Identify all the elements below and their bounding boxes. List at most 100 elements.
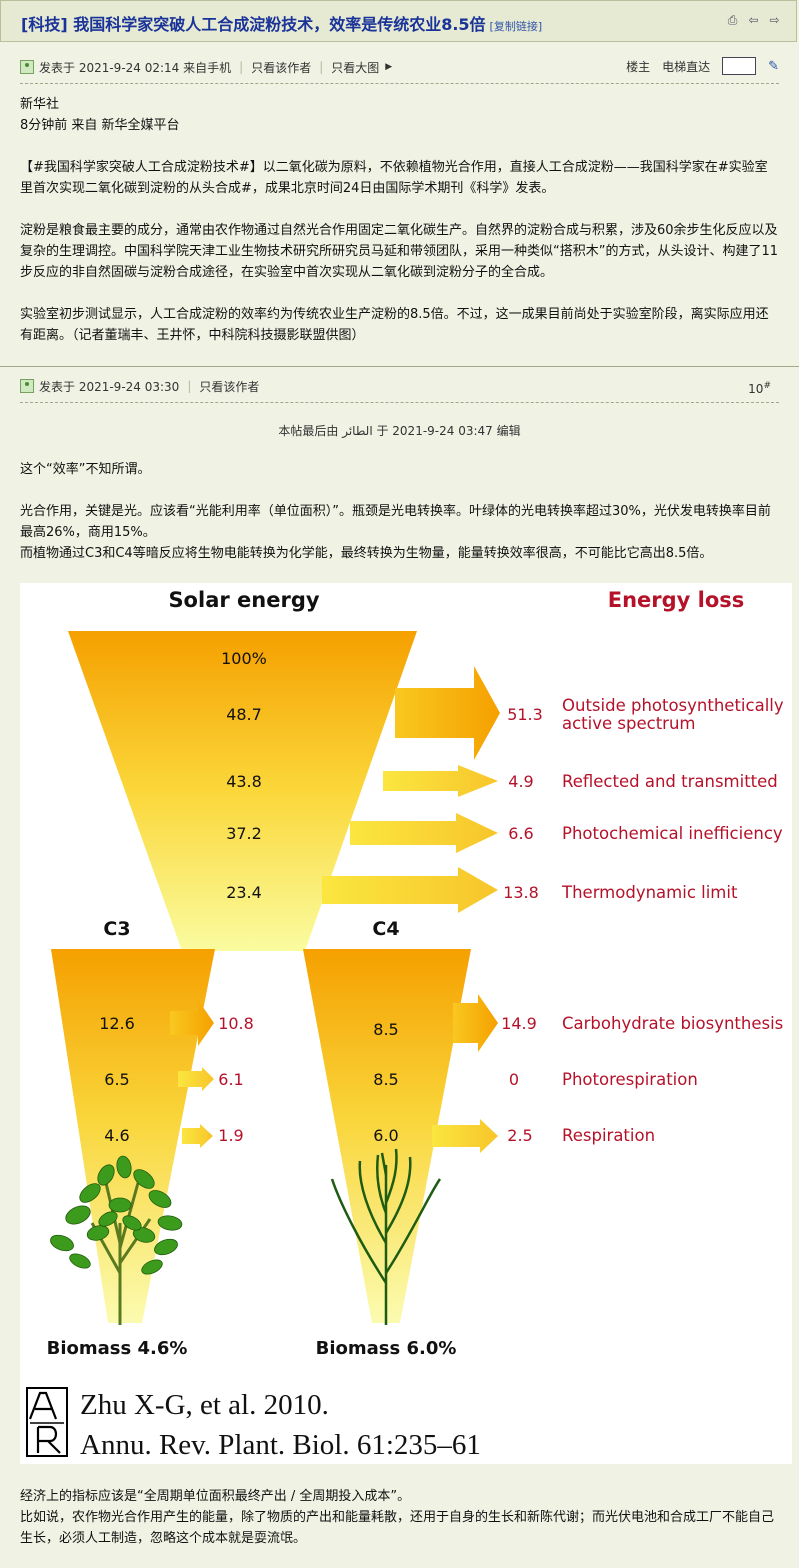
- post1-right-meta: 楼主 电梯直达 ✎: [626, 57, 779, 75]
- c3-loss-arrow-3: [182, 1124, 213, 1148]
- post2-body-top: 这个“效率”不知所谓。 光合作用，关键是光。应该看“光能利用率（单位面积）”。瓶…: [20, 459, 780, 564]
- post1-line: 【#我国科学家突破人工合成淀粉技术#】以二氧化碳为原料，不依赖植物光合作用，直接…: [20, 160, 768, 196]
- separator: |: [239, 60, 244, 74]
- c4-funnel: [303, 949, 471, 1323]
- loss-value: 51.3: [507, 705, 543, 724]
- loss-label: Photochemical inefficiency: [562, 824, 783, 843]
- post1-line: 淀粉是粮食最主要的成分，通常由农作物通过自然光合作用固定二氧化碳生产。自然界的淀…: [20, 223, 779, 280]
- loss-arrow-photochemical: [350, 813, 498, 853]
- next-thread-icon[interactable]: ⇨: [769, 13, 780, 27]
- post2-line: 光合作用，关键是光。应该看“光能利用率（单位面积）”。瓶颈是光电转换率。叶绿体的…: [20, 504, 771, 540]
- c4-value: 8.5: [373, 1020, 398, 1039]
- loss-arrow-thermodynamic: [322, 867, 498, 913]
- c4-loss-value: 0: [509, 1070, 519, 1089]
- post2-date: 发表于 2021-9-24 03:30: [39, 379, 180, 394]
- c4-loss-arrow-1: [453, 994, 498, 1052]
- post1-meta-divider: [20, 83, 779, 84]
- copy-link[interactable]: [复制链接]: [489, 20, 543, 33]
- c3-loss-value: 6.1: [218, 1070, 243, 1089]
- post2-line: 而植物通过C3和C4等暗反应将生物电能转换为化学能，最终转换为生物量，能量转换效…: [20, 546, 713, 561]
- post1-line: 8分钟前 来自 新华全媒平台: [20, 118, 180, 133]
- c3-loss-arrow-1: [170, 1000, 214, 1046]
- maize-plant-icon: [330, 1148, 442, 1325]
- energy-loss-title: Energy loss: [608, 588, 745, 612]
- edit-note: 本帖最后由 الطائر 于 2021-9-24 03:47 编辑: [278, 424, 521, 438]
- c3-biomass-label: Biomass 4.6%: [47, 1338, 188, 1359]
- loss-value: 4.9: [508, 772, 533, 791]
- post1-body: 新华社 8分钟前 来自 新华全媒平台 【#我国科学家突破人工合成淀粉技术#】以二…: [20, 94, 780, 346]
- post1-line: 实验室初步测试显示，人工合成淀粉的效率约为传统农业生产淀粉的8.5倍。不过，这一…: [20, 307, 769, 343]
- energy-diagram: Solar energy Energy loss 100% 48.7 43.8 …: [47, 588, 784, 1359]
- floor-label: 楼主: [626, 59, 651, 74]
- c3-label: C3: [103, 918, 130, 940]
- post2-body-bottom: 经济上的指标应该是“全周期单位面积最终产出 / 全周期投入成本”。 比如说，农作…: [20, 1486, 780, 1549]
- wrench-icon[interactable]: ✎: [768, 58, 779, 74]
- post2-line: 比如说，农作物光合作用产生的能量，除了物质的产出和能量耗散，还用于自身的生长和新…: [20, 1510, 775, 1546]
- thread-title-bar: [科技] 我国科学家突破人工合成淀粉技术，效率是传统农业8.5倍 [复制链接] ⎙…: [0, 0, 797, 42]
- c3-loss-value: 10.8: [218, 1014, 254, 1033]
- big-image-link[interactable]: 只看大图: [331, 60, 380, 75]
- post1-meta: 发表于 2021-9-24 02:14 来自手机 | 只看该作者 | 只看大图 …: [20, 58, 392, 76]
- c4-loss-label: Carbohydrate biosynthesis: [562, 1014, 783, 1033]
- floor-jump-input[interactable]: [722, 57, 757, 75]
- soybean-plant-icon: [50, 1155, 183, 1325]
- c4-value: 8.5: [373, 1070, 398, 1089]
- c4-loss-label: Photorespiration: [562, 1070, 698, 1089]
- funnel-value: 37.2: [226, 824, 262, 843]
- loss-label: Outside photosynthetically: [562, 696, 784, 715]
- c3-funnel: [51, 949, 215, 1323]
- c4-loss-value: 14.9: [501, 1014, 537, 1033]
- post1-line: 新华社: [20, 97, 60, 112]
- photosynthesis-energy-figure[interactable]: Solar energy Energy loss 100% 48.7 43.8 …: [20, 583, 792, 1464]
- citation: Zhu X-G, et al. 2010. Annu. Rev. Plant. …: [22, 1387, 792, 1463]
- title-toolbar: ⎙ ⇦ ⇨: [725, 13, 782, 28]
- post-divider: [0, 366, 799, 367]
- separator: |: [319, 60, 324, 74]
- c3-value: 4.6: [104, 1126, 129, 1145]
- citation-line-2: Annu. Rev. Plant. Biol. 61:235–61: [80, 1429, 481, 1461]
- online-user-icon: [20, 60, 34, 74]
- thread-title: [科技] 我国科学家突破人工合成淀粉技术，效率是传统农业8.5倍 [复制链接]: [21, 11, 542, 35]
- jump-label: 电梯直达: [662, 59, 711, 74]
- loss-value: 6.6: [508, 824, 533, 843]
- print-icon[interactable]: ⎙: [727, 13, 738, 27]
- c4-loss-label: Respiration: [562, 1126, 655, 1145]
- loss-arrow-reflected: [383, 765, 498, 797]
- c4-biomass-label: Biomass 6.0%: [316, 1338, 457, 1359]
- annual-reviews-logo: [26, 1387, 68, 1457]
- funnel-value: 48.7: [226, 705, 262, 724]
- thread-title-text: [科技] 我国科学家突破人工合成淀粉技术，效率是传统农业8.5倍: [21, 15, 486, 34]
- post2-meta: 发表于 2021-9-24 03:30 | 只看该作者: [20, 377, 259, 395]
- c3-value: 12.6: [99, 1014, 135, 1033]
- only-author-link[interactable]: 只看该作者: [251, 60, 312, 75]
- floor-mark: #: [763, 381, 771, 391]
- c4-loss-arrow-3: [432, 1119, 498, 1153]
- online-user-icon: [20, 379, 34, 393]
- loss-label: active spectrum: [562, 714, 695, 733]
- separator: |: [187, 379, 192, 393]
- loss-value: 13.8: [503, 883, 539, 902]
- loss-label: Reflected and transmitted: [562, 772, 778, 791]
- post2-meta-divider: [20, 402, 779, 403]
- c3-loss-arrow-2: [178, 1067, 214, 1091]
- only-author-link[interactable]: 只看该作者: [199, 379, 260, 394]
- post2-line: 经济上的指标应该是“全周期单位面积最终产出 / 全周期投入成本”。: [20, 1489, 411, 1504]
- c3-loss-value: 1.9: [218, 1126, 243, 1145]
- loss-label: Thermodynamic limit: [561, 883, 738, 902]
- c3-value: 6.5: [104, 1070, 129, 1089]
- previous-thread-icon[interactable]: ⇦: [748, 13, 759, 27]
- solar-funnel: [68, 631, 417, 951]
- post1-date: 发表于 2021-9-24 02:14 来自手机: [39, 60, 232, 75]
- expand-arrow-icon[interactable]: ▶: [385, 62, 393, 72]
- solar-energy-title: Solar energy: [168, 588, 319, 612]
- citation-line-1: Zhu X-G, et al. 2010.: [80, 1389, 329, 1421]
- loss-arrow-outside-spectrum: [395, 666, 500, 760]
- funnel-value: 100%: [221, 649, 267, 668]
- floor-number[interactable]: 10#: [748, 381, 771, 396]
- funnel-value: 23.4: [226, 883, 262, 902]
- c4-label: C4: [372, 918, 399, 940]
- c4-value: 6.0: [373, 1126, 398, 1145]
- post2-line: 这个“效率”不知所谓。: [20, 462, 151, 477]
- c4-loss-value: 2.5: [507, 1126, 532, 1145]
